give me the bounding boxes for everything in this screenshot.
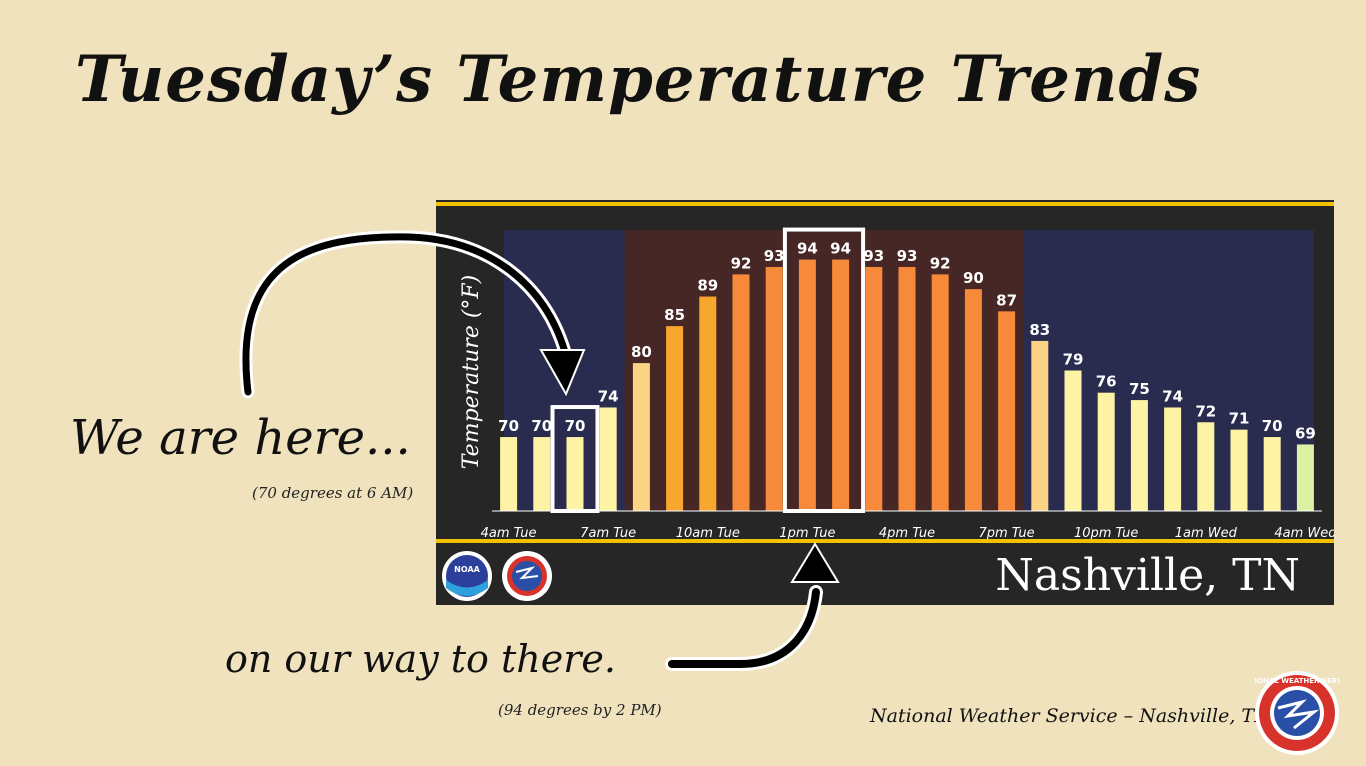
bar xyxy=(666,326,684,511)
x-tick-label: 7am Tue xyxy=(580,526,636,541)
y-axis-label: Temperature (°F) xyxy=(459,275,484,470)
value-label: 70 xyxy=(531,417,552,435)
value-label: 92 xyxy=(930,254,951,272)
temperature-chart-panel: 70 70 70 74 80 85 89 92 93 94 94 93 93 92 90 87 83 79 76 75… xyxy=(436,200,1334,605)
temperature-bar-chart: 70 70 70 74 80 85 89 92 93 94 94 93 93 92 90 87 83 79 76 75… xyxy=(436,202,1334,601)
noaa-logo-text: NOAA xyxy=(454,565,480,574)
bar xyxy=(798,259,816,511)
bar xyxy=(1263,437,1281,511)
bar xyxy=(1130,400,1148,511)
value-label: 83 xyxy=(1029,321,1050,339)
value-label: 70 xyxy=(498,417,519,435)
day-band xyxy=(624,230,1024,511)
here-note: (70 degrees at 6 AM) xyxy=(252,484,414,502)
bar xyxy=(632,363,650,511)
x-tick-label: 1am Wed xyxy=(1175,526,1238,541)
bar xyxy=(699,296,717,511)
value-label: 94 xyxy=(797,240,818,258)
value-label: 94 xyxy=(830,240,851,258)
bar xyxy=(732,274,750,511)
here-annotation: We are here... xyxy=(70,410,411,466)
bar xyxy=(1164,407,1182,511)
x-tick-label: 10pm Tue xyxy=(1074,526,1138,541)
bar xyxy=(964,289,982,511)
bar xyxy=(566,437,584,511)
location-label: Nashville, TN xyxy=(995,550,1300,601)
x-tick-label: 10am Tue xyxy=(676,526,740,541)
x-tick-label: 4am Wed xyxy=(1274,526,1334,541)
value-label: 80 xyxy=(631,343,652,361)
bar xyxy=(1230,429,1248,511)
there-note: (94 degrees by 2 PM) xyxy=(498,701,662,719)
value-label: 72 xyxy=(1195,402,1216,420)
bar xyxy=(1296,444,1314,511)
bar xyxy=(1197,422,1215,511)
bar xyxy=(533,437,551,511)
nws-logo-icon: NATIONAL WEATHER SERVICE xyxy=(1254,671,1340,755)
value-label: 74 xyxy=(1162,387,1183,405)
value-label: 93 xyxy=(863,247,884,265)
bar xyxy=(998,311,1016,511)
value-label: 74 xyxy=(598,387,619,405)
value-label: 76 xyxy=(1096,373,1117,391)
bar xyxy=(865,266,883,511)
value-label: 70 xyxy=(565,417,586,435)
value-label: 93 xyxy=(764,247,785,265)
x-tick-label: 7pm Tue xyxy=(978,526,1034,541)
bar xyxy=(599,407,617,511)
value-label: 93 xyxy=(897,247,918,265)
value-label: 79 xyxy=(1063,351,1084,369)
bar xyxy=(1064,370,1082,511)
value-label: 89 xyxy=(697,277,718,295)
nws-logo-ring-text: NATIONAL WEATHER SERVICE xyxy=(1254,677,1340,685)
value-label: 71 xyxy=(1229,410,1250,428)
bar xyxy=(1097,392,1115,511)
bar xyxy=(832,259,850,511)
nws-logo-small-icon xyxy=(502,551,552,601)
there-annotation: on our way to there. xyxy=(225,637,616,681)
bar xyxy=(898,266,916,511)
value-label: 87 xyxy=(996,291,1017,309)
value-label: 85 xyxy=(664,306,685,324)
value-label: 90 xyxy=(963,269,984,287)
value-label: 92 xyxy=(731,254,752,272)
x-tick-label: 4am Tue xyxy=(481,526,537,541)
noaa-logo-icon: NOAA xyxy=(442,551,492,601)
bar xyxy=(931,274,949,511)
x-tick-label: 4pm Tue xyxy=(879,526,935,541)
bar xyxy=(1031,340,1049,511)
value-label: 69 xyxy=(1295,424,1316,442)
x-tick-label: 1pm Tue xyxy=(779,526,835,541)
page-title: Tuesday’s Temperature Trends xyxy=(75,42,1202,117)
bar xyxy=(500,437,518,511)
value-label: 75 xyxy=(1129,380,1150,398)
value-label: 70 xyxy=(1262,417,1283,435)
nws-credit: National Weather Service – Nashville, TN xyxy=(870,705,1271,727)
bar xyxy=(765,266,783,511)
